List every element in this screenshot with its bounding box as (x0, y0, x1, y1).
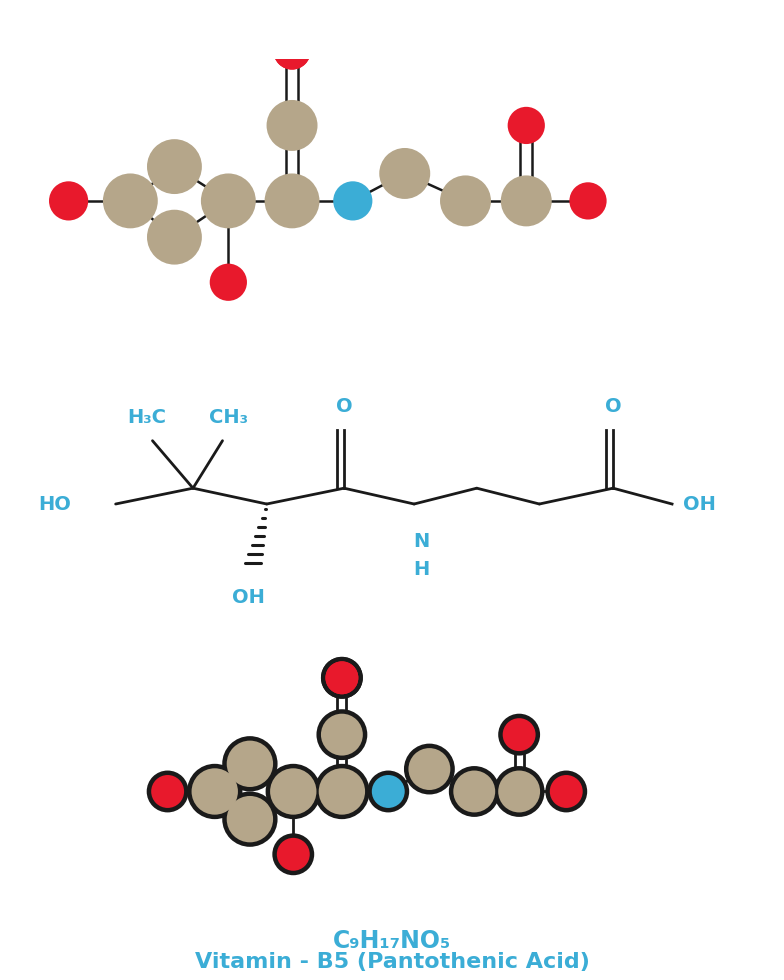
Circle shape (274, 32, 310, 70)
Text: CH₃: CH₃ (209, 408, 248, 426)
Circle shape (49, 181, 88, 221)
Circle shape (191, 768, 238, 814)
Circle shape (103, 173, 158, 228)
Text: OH: OH (232, 588, 265, 608)
Circle shape (503, 718, 535, 751)
Circle shape (319, 768, 365, 814)
Circle shape (508, 107, 545, 144)
Circle shape (546, 770, 587, 812)
Circle shape (222, 736, 278, 792)
Circle shape (272, 833, 314, 875)
Circle shape (201, 173, 256, 228)
Circle shape (321, 657, 363, 699)
Circle shape (187, 763, 242, 819)
Circle shape (314, 763, 369, 819)
Text: HO: HO (38, 495, 71, 514)
Circle shape (227, 796, 273, 843)
Circle shape (501, 175, 552, 226)
Circle shape (379, 148, 430, 199)
Circle shape (270, 768, 317, 814)
Text: H: H (413, 561, 430, 579)
Text: OH: OH (683, 495, 716, 514)
Circle shape (372, 775, 405, 808)
Circle shape (317, 710, 368, 760)
Circle shape (147, 139, 201, 194)
Circle shape (550, 775, 583, 808)
Circle shape (494, 766, 545, 817)
Circle shape (368, 770, 409, 812)
Circle shape (151, 775, 184, 808)
Circle shape (408, 748, 450, 790)
Text: H₃C: H₃C (127, 408, 166, 426)
Text: C₉H₁₇NO₅: C₉H₁₇NO₅ (333, 929, 451, 953)
Circle shape (325, 662, 358, 694)
Circle shape (321, 657, 363, 699)
Text: O: O (336, 397, 353, 416)
Circle shape (569, 182, 607, 220)
Circle shape (147, 210, 201, 265)
Circle shape (266, 763, 321, 819)
Circle shape (333, 181, 372, 221)
Circle shape (404, 744, 455, 795)
Circle shape (147, 770, 189, 812)
Text: N: N (413, 532, 430, 551)
Text: O: O (604, 397, 622, 416)
Circle shape (264, 173, 319, 228)
Circle shape (321, 713, 363, 756)
Circle shape (498, 770, 540, 812)
Text: Vitamin - B5 (Pantothenic Acid): Vitamin - B5 (Pantothenic Acid) (194, 953, 590, 972)
Circle shape (498, 713, 540, 756)
Circle shape (449, 766, 499, 817)
Circle shape (325, 662, 358, 694)
Circle shape (277, 838, 310, 871)
Circle shape (222, 792, 278, 847)
Circle shape (227, 741, 273, 787)
Circle shape (440, 175, 491, 226)
Circle shape (267, 100, 318, 151)
Circle shape (274, 32, 310, 70)
Circle shape (453, 770, 495, 812)
Circle shape (209, 264, 247, 301)
